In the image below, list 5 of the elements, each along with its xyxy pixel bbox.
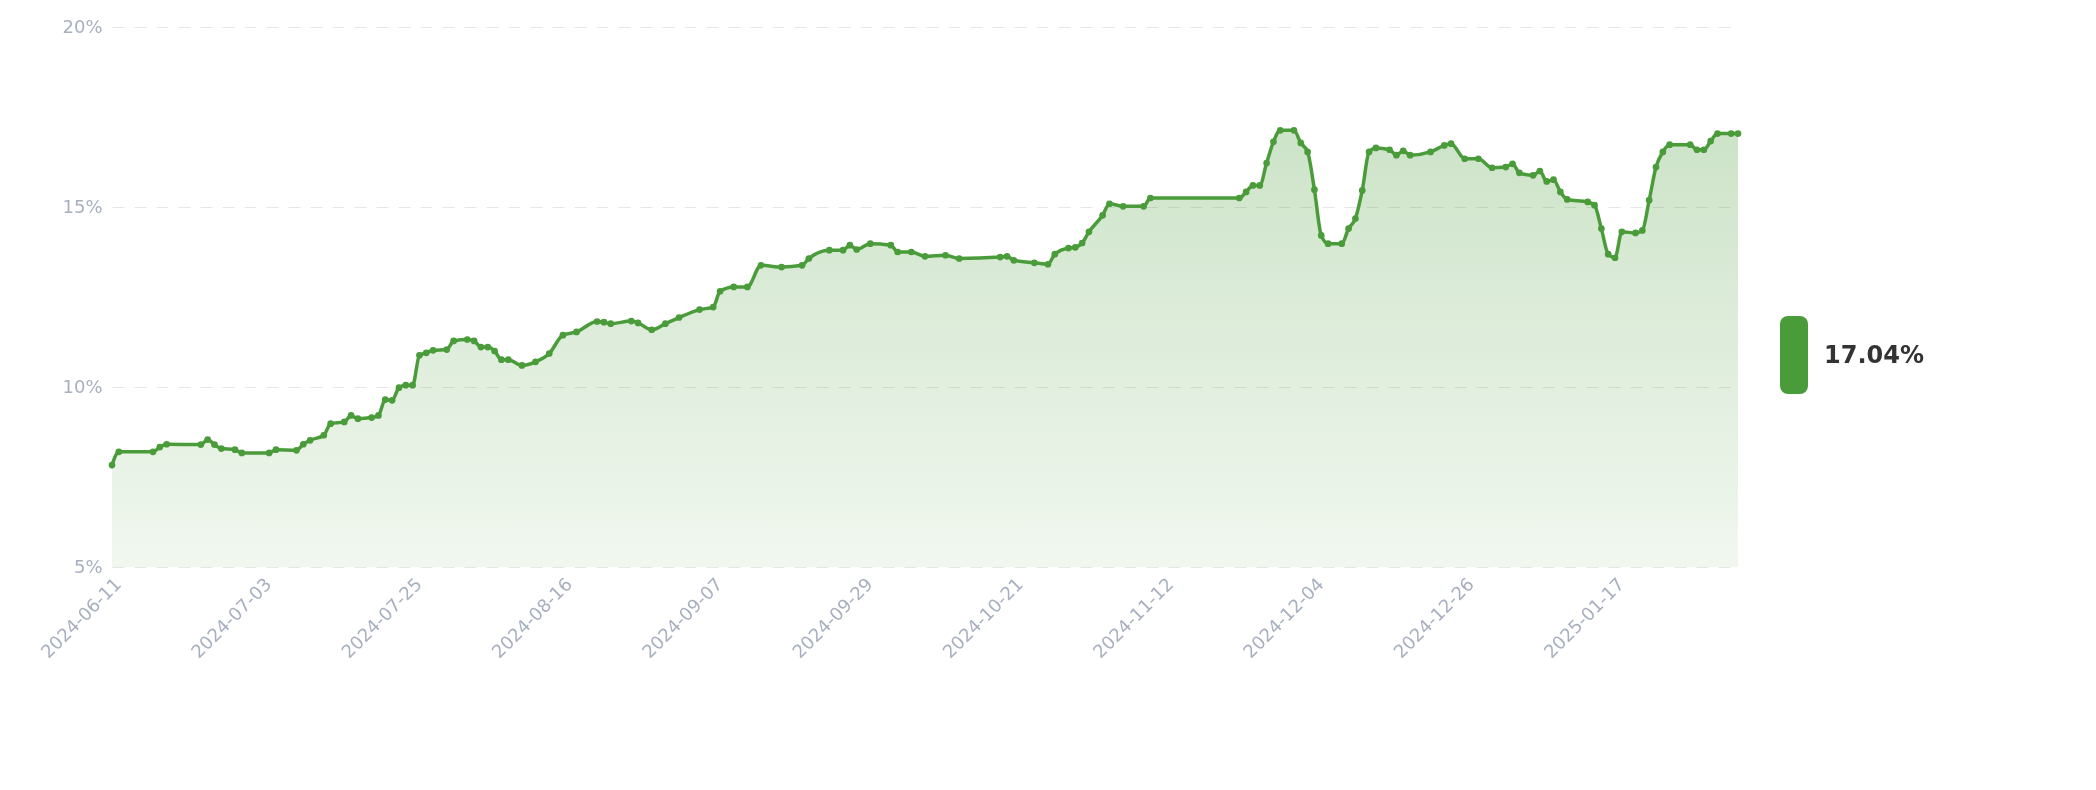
y-tick-label: 10% (62, 375, 103, 397)
y-tick-label: 15% (62, 195, 103, 217)
y-tick-label: 20% (62, 15, 103, 37)
text: 17.04% (1824, 341, 1924, 369)
y-tick-label: 5% (73, 555, 103, 577)
